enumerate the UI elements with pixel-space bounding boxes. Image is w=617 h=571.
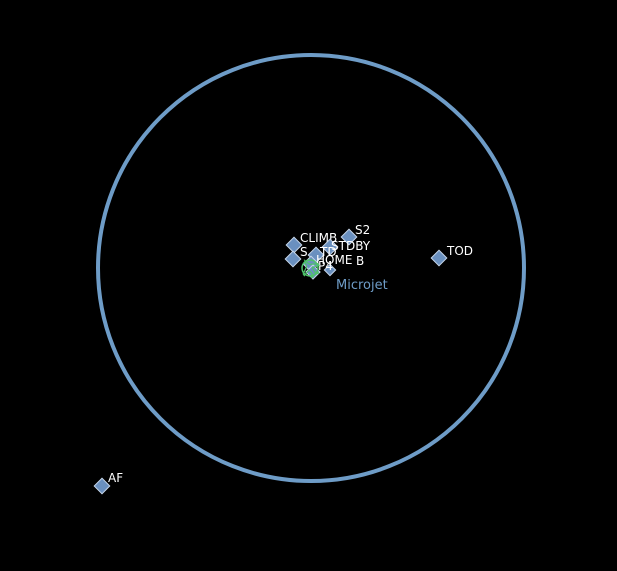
waypoint-marker[interactable] xyxy=(284,250,302,268)
waypoint-label: B xyxy=(356,254,364,268)
aircraft-label: Microjet xyxy=(336,278,388,293)
aircraft-icon[interactable] xyxy=(297,255,322,280)
waypoint-standby[interactable]: STDBY xyxy=(321,238,371,256)
waypoint-label: S2 xyxy=(355,223,370,237)
max-distance-circle xyxy=(96,53,526,483)
waypoint-label: TD xyxy=(319,245,337,259)
waypoint-label: STDBY xyxy=(331,239,371,253)
waypoint-marker[interactable] xyxy=(93,477,111,495)
waypoint-s2[interactable]: S2 xyxy=(340,223,370,246)
waypoint-af[interactable]: AF xyxy=(93,471,123,495)
aircraft-microjet[interactable]: Microjet xyxy=(297,255,388,293)
waypoint-label: TOD xyxy=(446,244,473,258)
waypoint-label: AF xyxy=(108,471,123,485)
waypoint-marker[interactable] xyxy=(430,249,448,267)
waypoint-tod[interactable]: TOD xyxy=(430,244,473,267)
waypoint-marker[interactable] xyxy=(340,228,358,246)
waypoint-marker[interactable] xyxy=(323,263,337,277)
waypoint-label: P4 xyxy=(318,259,333,273)
waypoint-label: S xyxy=(300,245,308,259)
waypoint-label: HOME xyxy=(316,253,352,267)
waypoint-layer: CLIMB S2 STDBY S TD HOME B xyxy=(93,223,473,495)
waypoint-b[interactable]: B xyxy=(323,254,364,277)
waypoint-s1[interactable]: S xyxy=(284,245,308,268)
waypoint-marker[interactable] xyxy=(285,236,303,254)
waypoint-marker[interactable] xyxy=(321,238,339,256)
